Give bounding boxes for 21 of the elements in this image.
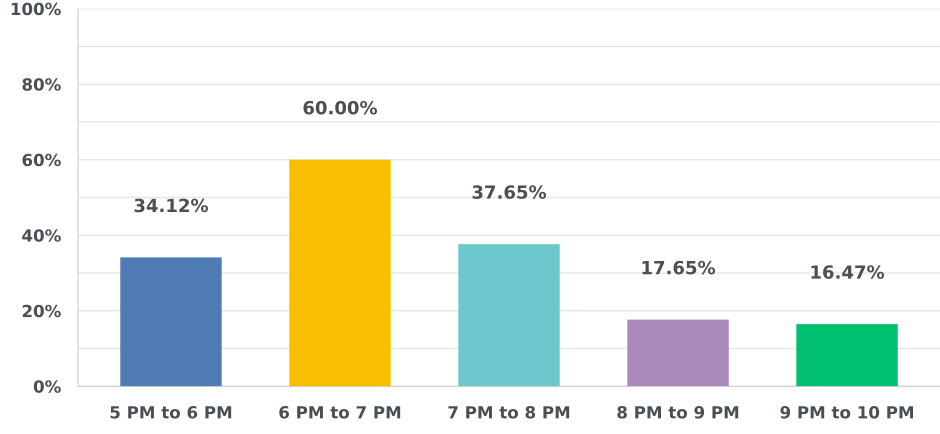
- x-tick-label: 7 PM to 8 PM: [448, 406, 570, 419]
- y-tick-label: 0%: [34, 380, 61, 393]
- y-tick-label: 20%: [22, 304, 61, 318]
- data-label: 17.65%: [642, 260, 716, 274]
- bar: [120, 257, 222, 386]
- data-label: 34.12%: [134, 198, 208, 212]
- bar: [289, 160, 391, 386]
- x-tick-label: 5 PM to 6 PM: [110, 406, 232, 419]
- data-label: 16.47%: [811, 265, 884, 279]
- y-tick-label: 100%: [12, 2, 61, 16]
- x-tick-label: 8 PM to 9 PM: [617, 406, 738, 419]
- x-tick-label: 9 PM to 10 PM: [780, 406, 914, 419]
- bar: [796, 324, 898, 386]
- y-tick-label: 80%: [22, 78, 61, 91]
- bar: [458, 244, 560, 386]
- y-tick-label: 40%: [22, 229, 61, 242]
- data-label: 37.65%: [472, 185, 546, 199]
- x-tick-label: 6 PM to 7 PM: [279, 406, 400, 419]
- y-tick-label: 60%: [22, 154, 61, 166]
- bar: [627, 320, 729, 386]
- data-label: 60.00%: [304, 100, 378, 115]
